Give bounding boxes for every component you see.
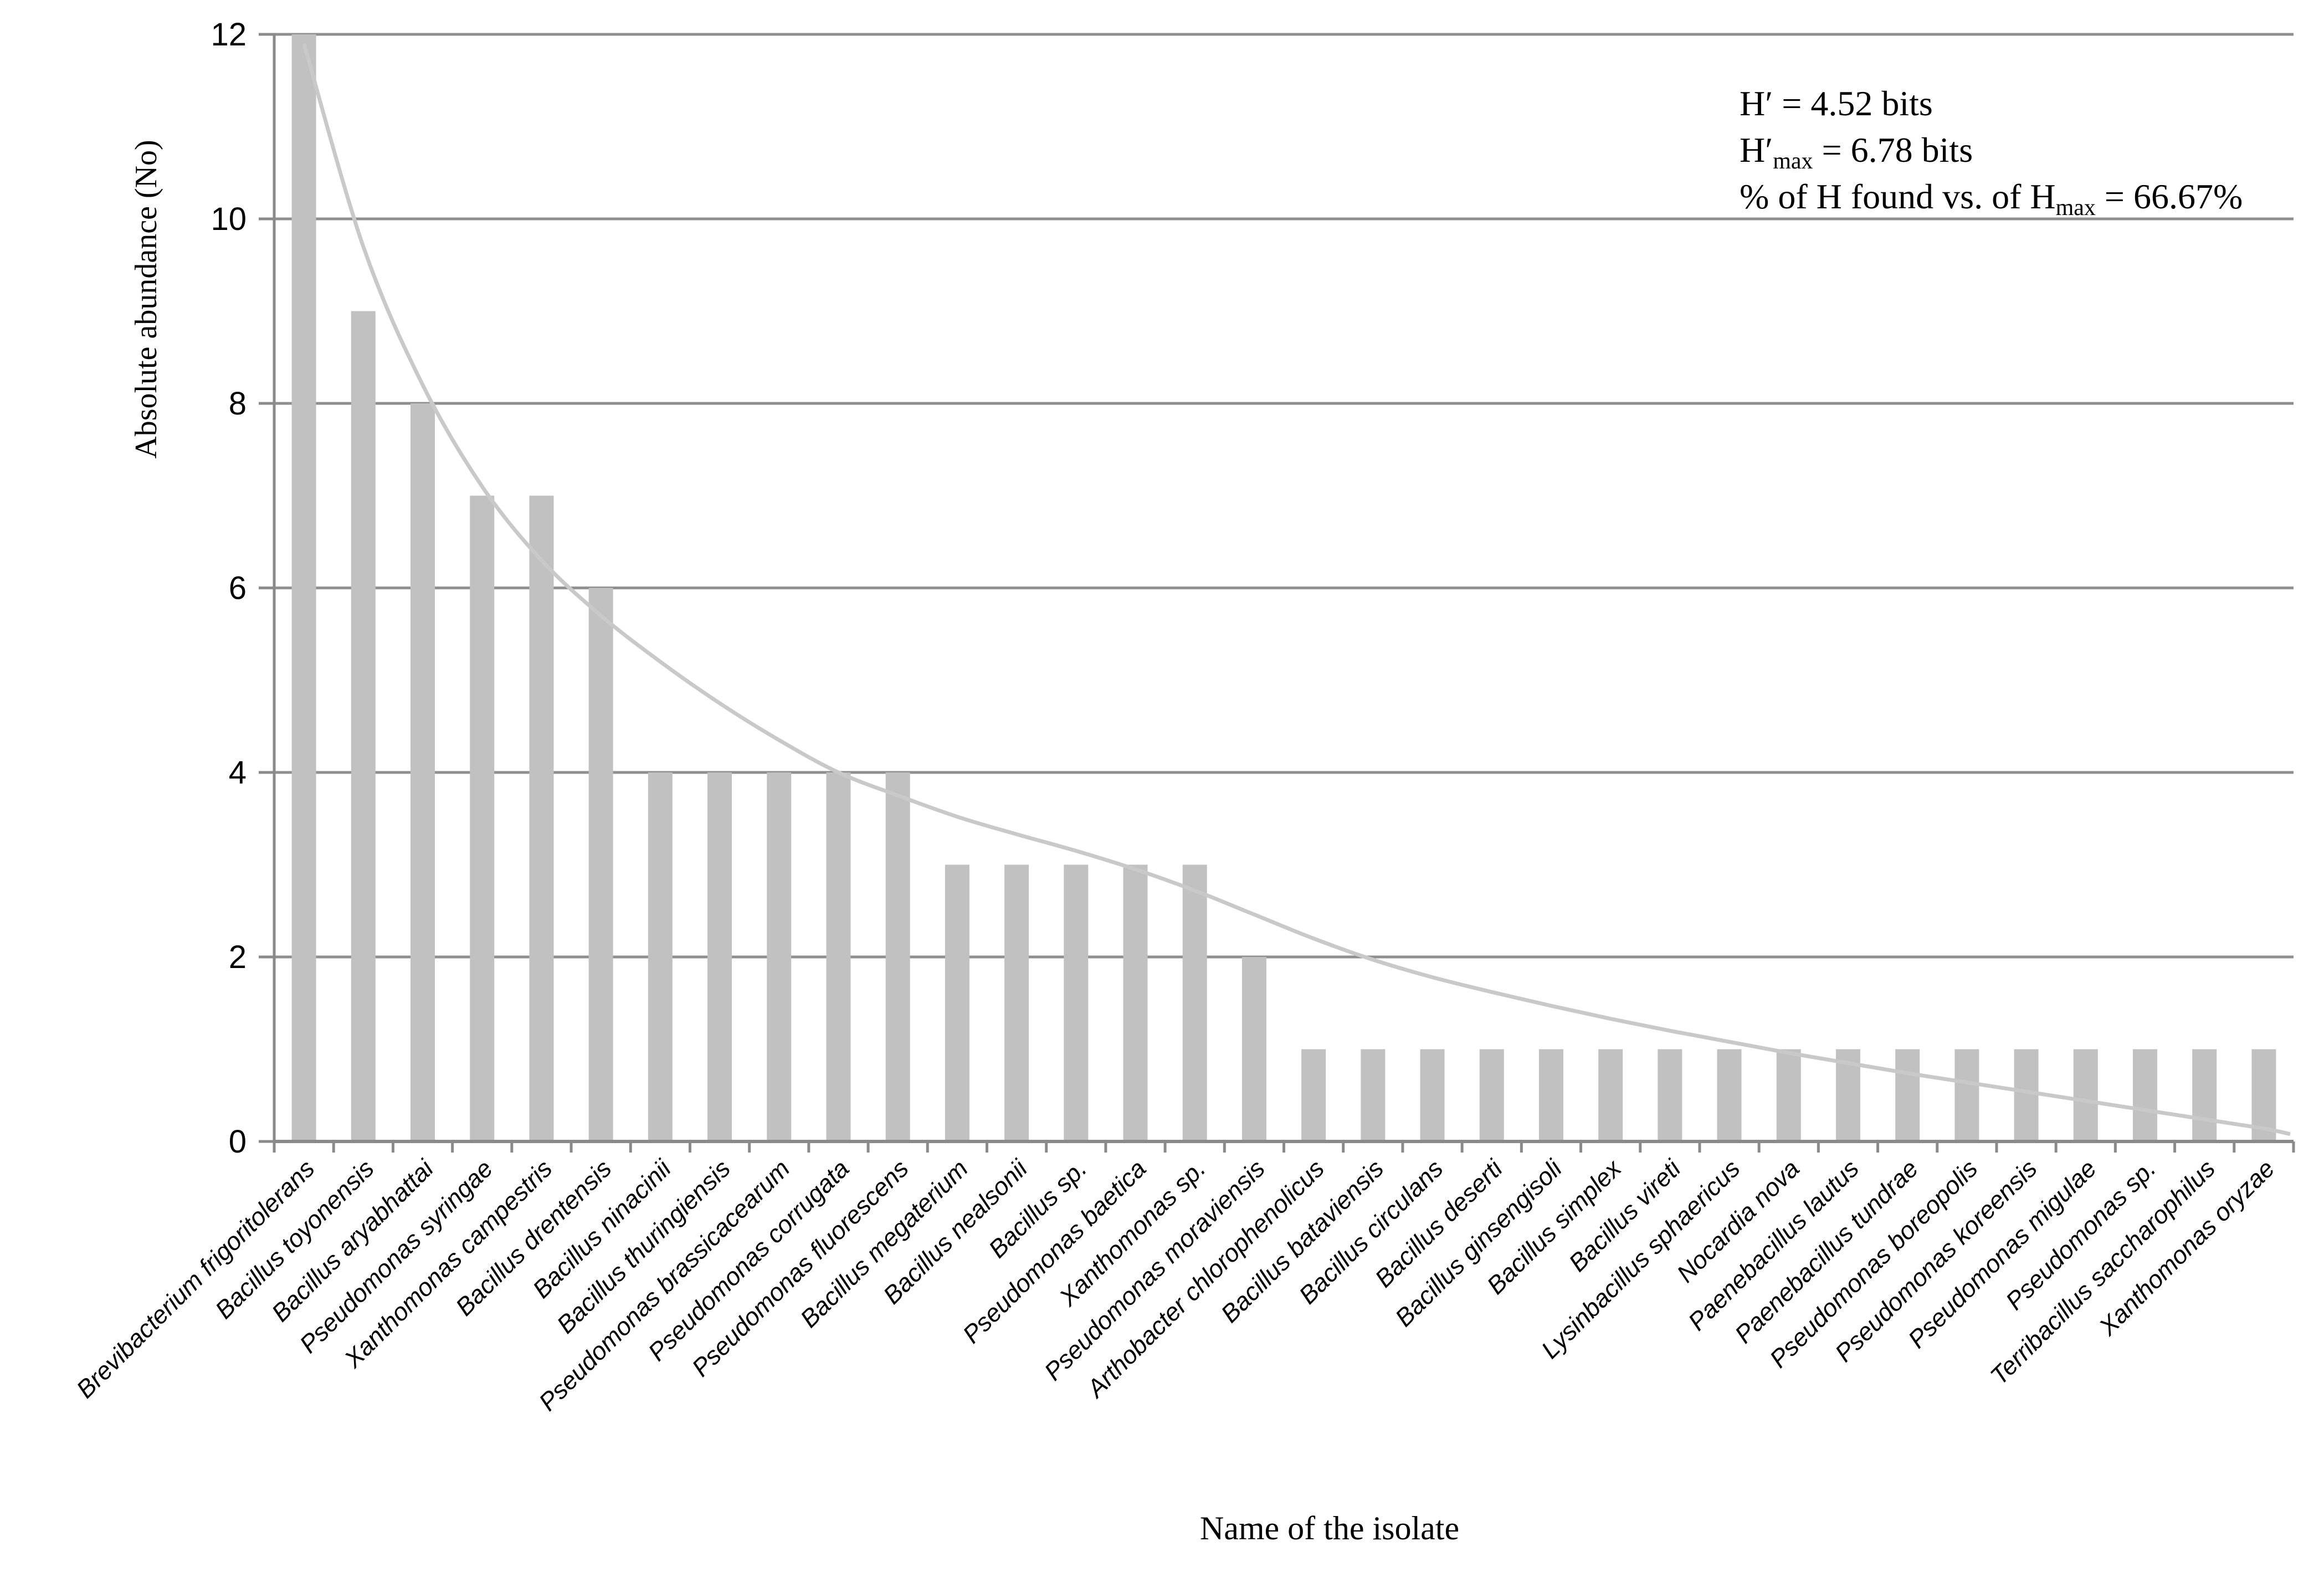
y-tick-label: 2 xyxy=(229,939,247,975)
y-tick-label: 8 xyxy=(229,386,247,422)
bar xyxy=(767,772,792,1141)
y-tick-label: 6 xyxy=(229,570,247,606)
bar xyxy=(1776,1049,1801,1141)
y-tick-label: 12 xyxy=(211,17,247,53)
bar xyxy=(648,772,673,1141)
bar xyxy=(1361,1049,1386,1141)
bar xyxy=(291,34,316,1141)
axes xyxy=(259,33,2295,1153)
bar xyxy=(470,495,495,1141)
bar xyxy=(2132,1049,2157,1141)
bar xyxy=(1658,1049,1682,1141)
trend-curve-layer xyxy=(302,43,2291,1136)
trend-curve xyxy=(302,43,2291,1136)
bar xyxy=(2014,1049,2039,1141)
gridlines xyxy=(274,33,2294,959)
bar xyxy=(1538,1049,1563,1141)
x-axis-title: Name of the isolate xyxy=(1200,1510,1459,1547)
bar xyxy=(1420,1049,1445,1141)
bars xyxy=(291,34,2276,1141)
y-axis-title: Absolute abundance (No) xyxy=(129,140,163,458)
bar xyxy=(945,864,969,1141)
bar xyxy=(529,495,554,1141)
bar xyxy=(1954,1049,1979,1141)
bar xyxy=(1182,864,1207,1141)
bar xyxy=(1064,864,1089,1141)
y-tick-label: 4 xyxy=(229,755,247,791)
y-tick-label: 10 xyxy=(211,201,247,237)
bar xyxy=(1717,1049,1742,1141)
bar xyxy=(351,311,376,1141)
bar xyxy=(885,772,910,1141)
bar xyxy=(1004,864,1029,1141)
bar xyxy=(707,772,732,1141)
annotation-line-3: % of H found vs. of Hmax = 66.67% xyxy=(1740,177,2243,221)
diversity-annotation: H′ = 4.52 bits H′max = 6.78 bits % of H … xyxy=(1740,84,2243,221)
bar xyxy=(2192,1049,2217,1141)
bar xyxy=(1598,1049,1623,1141)
bar xyxy=(1301,1049,1326,1141)
annotation-line-1: H′ = 4.52 bits xyxy=(1740,84,1933,123)
bar xyxy=(826,772,851,1141)
bar xyxy=(588,588,613,1141)
category-label: Brevibacterium frigoritolerans xyxy=(71,1154,320,1404)
bar xyxy=(1241,957,1266,1141)
bar xyxy=(1479,1049,1504,1141)
annotation-line-2: H′max = 6.78 bits xyxy=(1740,130,1973,174)
bar xyxy=(2073,1049,2098,1141)
bar xyxy=(411,403,435,1141)
y-tick-label: 0 xyxy=(229,1124,247,1160)
bar xyxy=(1895,1049,1920,1141)
bar xyxy=(1123,864,1148,1141)
